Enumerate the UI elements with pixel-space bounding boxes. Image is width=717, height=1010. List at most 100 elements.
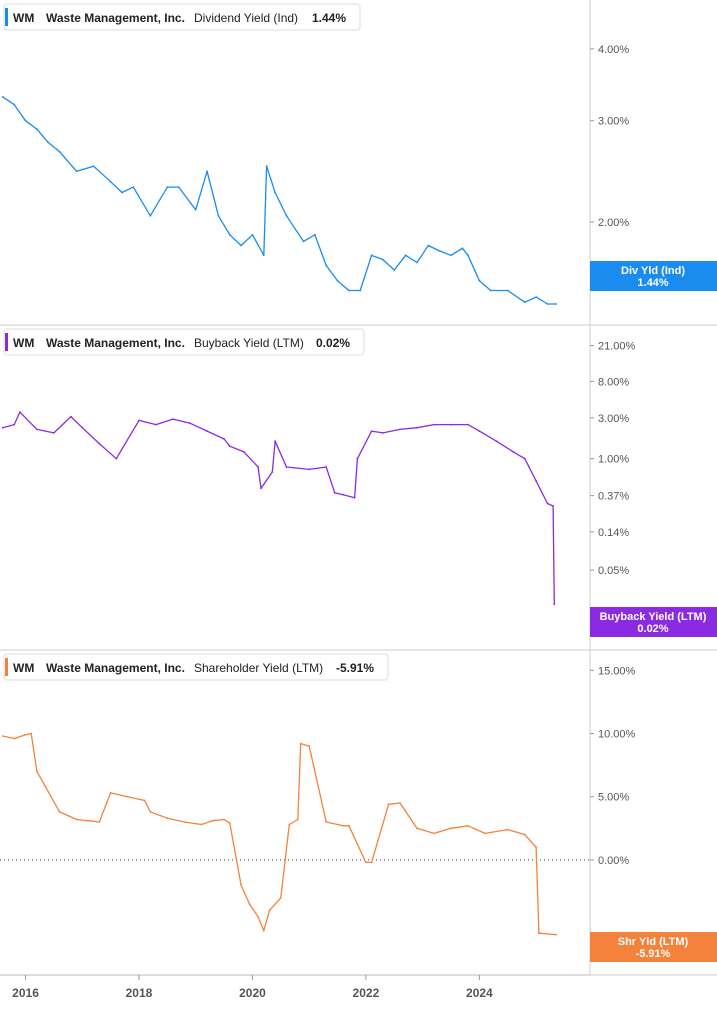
x-tick-label: 2024 [466, 986, 493, 1000]
y-tick-label: 0.14% [598, 527, 629, 539]
data-point [467, 254, 469, 257]
data-point [30, 732, 33, 735]
data-point [279, 896, 282, 899]
data-point [433, 832, 435, 835]
data-point [132, 186, 135, 189]
legend-ticker: WM [13, 336, 34, 350]
data-point [1, 735, 4, 737]
data-point [285, 466, 288, 468]
data-point [24, 119, 27, 122]
data-point [336, 279, 339, 282]
y-tick-label: 0.05% [598, 565, 629, 577]
data-point [228, 822, 231, 825]
data-point [248, 903, 251, 905]
data-point [523, 833, 526, 836]
x-tick-label: 2022 [353, 986, 380, 1000]
data-point [342, 824, 345, 827]
legend-value: 0.02% [316, 336, 350, 350]
data-point [240, 244, 243, 247]
data-point [478, 430, 481, 432]
data-point [13, 103, 16, 106]
legend-color-swatch [5, 8, 8, 26]
data-point [299, 742, 302, 745]
y-tick-label: 3.00% [598, 116, 629, 128]
value-tag-value: -5.91% [636, 948, 671, 960]
data-point [353, 496, 356, 499]
value-tag-dividend: Div Yld (Ind) 1.44% [590, 261, 717, 291]
data-point [308, 468, 311, 471]
value-tag-label: Div Yld (Ind) [621, 265, 685, 277]
data-point [257, 466, 259, 468]
data-point [109, 792, 112, 794]
data-point [553, 603, 556, 606]
data-point [288, 823, 291, 826]
value-tag-value: 1.44% [637, 277, 668, 289]
data-point [450, 827, 452, 830]
data-point [416, 426, 418, 429]
data-point [115, 457, 118, 460]
data-point [333, 491, 336, 494]
x-tick-label: 2016 [12, 986, 39, 1000]
data-point [177, 186, 180, 189]
data-point [546, 303, 549, 305]
data-point [211, 819, 214, 822]
data-point [172, 418, 174, 420]
data-point [262, 254, 265, 257]
data-point [416, 827, 418, 830]
data-point [121, 191, 123, 194]
data-point [433, 423, 435, 426]
data-point [81, 426, 84, 429]
data-point [427, 244, 430, 247]
data-point [223, 818, 226, 821]
data-point [98, 442, 101, 445]
data-point [416, 261, 418, 264]
data-point [393, 269, 396, 271]
y-tick-label: 10.00% [598, 729, 636, 741]
data-point [467, 423, 469, 426]
data-point [552, 505, 554, 507]
data-point [126, 795, 129, 798]
data-point [382, 432, 384, 434]
data-point [58, 150, 61, 153]
data-point [404, 254, 407, 257]
data-point [265, 165, 268, 168]
data-point [370, 861, 373, 864]
data-point [206, 170, 209, 173]
data-point [450, 254, 452, 257]
legend-ticker: WM [13, 661, 34, 675]
data-point [325, 821, 328, 823]
data-point [58, 811, 61, 813]
data-point [262, 929, 265, 932]
y-tick-label: 0.00% [598, 855, 629, 867]
data-point [240, 884, 243, 887]
data-point [75, 818, 78, 821]
value-tag-label: Buyback Yield (LTM) [600, 611, 707, 623]
data-point [512, 451, 515, 453]
data-point [217, 214, 220, 217]
data-point [382, 258, 384, 261]
data-point [19, 411, 21, 413]
data-point [274, 440, 276, 443]
data-point [268, 909, 271, 912]
y-tick-label: 5.00% [598, 792, 629, 804]
data-point [356, 457, 359, 460]
data-point [206, 430, 209, 432]
data-point [348, 824, 350, 827]
legend-company: Waste Management, Inc. [46, 11, 185, 25]
data-point [44, 785, 47, 788]
data-point [535, 480, 537, 482]
data-point [523, 457, 526, 460]
data-point [495, 440, 498, 443]
data-point [555, 933, 557, 936]
legend-color-swatch [5, 333, 8, 351]
y-tick-label: 21.00% [598, 340, 636, 352]
legend-ticker: WM [13, 11, 34, 25]
data-point [285, 214, 288, 217]
data-point [47, 141, 50, 144]
data-point [183, 821, 186, 823]
data-point [399, 428, 401, 431]
data-point [223, 438, 226, 440]
data-point [257, 915, 259, 918]
data-point [109, 180, 112, 183]
